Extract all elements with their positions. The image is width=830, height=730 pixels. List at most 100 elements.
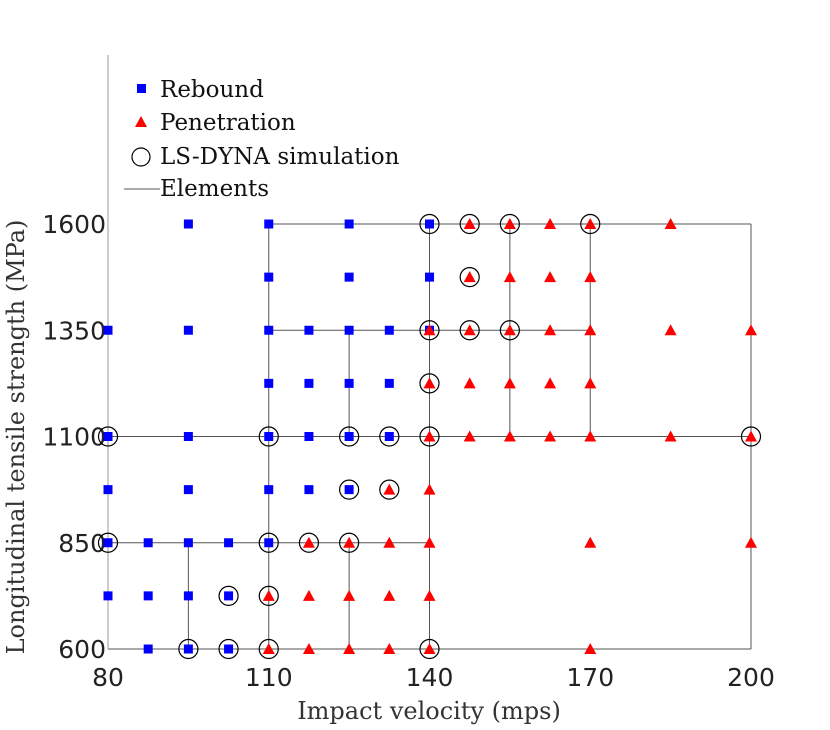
simulation-point [459,213,480,235]
rebound-point [143,644,153,654]
rebound-point [344,219,354,229]
penetration-point [423,589,436,601]
penetration-point [463,377,476,389]
y-axis-label: Longitudinal tensile strength (MPa) [2,220,30,655]
x-tick-label: 80 [92,663,124,692]
rebound-point [224,538,234,548]
penetration-series [262,218,757,654]
simulation-point [379,426,400,447]
rebound-point [264,219,274,229]
x-axis-label: Impact velocity (mps) [297,697,561,725]
simulation-point [339,532,360,553]
rebound-point [183,325,193,335]
penetration-point [544,271,557,283]
rebound-point [344,485,354,495]
y-tick-label: 1100 [42,423,106,452]
penetration-point [544,377,557,389]
rebound-point [183,485,193,495]
penetration-point [343,643,356,654]
legend-simulation-label: LS-DYNA simulation [160,144,400,170]
simulation-point [339,426,360,447]
x-axis-ticks: 80 110 140 170 200 [92,663,775,692]
penetration-point [262,643,275,654]
simulation-point [499,320,520,341]
simulation-point [419,638,440,660]
penetration-point [544,324,557,336]
penetration-point [584,324,597,336]
rebound-point [264,272,274,282]
legend-rebound-marker [137,84,146,93]
rebound-point [384,378,394,388]
penetration-point [584,643,597,654]
rebound-point [344,432,354,441]
penetration-point [584,377,597,389]
rebound-point [425,219,434,229]
simulation-point [419,320,440,341]
simulation-point [218,585,239,606]
penetration-point [503,430,516,442]
penetration-point [745,536,757,548]
rebound-point [103,432,113,441]
penetration-point [584,536,597,548]
rebound-point [183,591,193,601]
rebound-point [344,325,354,335]
penetration-point [503,377,516,389]
rebound-point [183,644,193,654]
penetration-point [745,324,757,336]
legend-elements-label: Elements [160,176,269,202]
rebound-point [264,485,274,495]
penetration-point [503,324,516,336]
penetration-point [423,643,436,654]
penetration-point [503,271,516,283]
rebound-point [304,378,314,388]
simulation-point [258,426,279,447]
penetration-point [383,536,396,548]
penetration-point [262,589,275,601]
penetration-point [544,430,557,442]
penetration-point [664,218,677,229]
penetration-point [383,483,396,495]
penetration-point [544,218,557,229]
penetration-point [463,430,476,442]
penetration-point [423,324,436,336]
simulation-point [258,585,279,606]
rebound-point [103,591,113,601]
penetration-point [423,377,436,389]
simulation-series [97,213,762,660]
rebound-point [384,325,394,335]
rebound-point [304,485,314,495]
simulation-point [339,479,360,500]
simulation-point [178,638,199,660]
rebound-point [183,538,193,548]
simulation-point [97,426,119,447]
rebound-point [264,378,274,388]
penetration-point [463,218,476,229]
penetration-point [584,271,597,283]
x-tick-label: 110 [245,663,293,692]
penetration-point [463,324,476,336]
rebound-point [183,219,193,229]
simulation-point [258,532,279,553]
legend-penetration-label: Penetration [160,110,296,136]
x-tick-label: 200 [727,663,775,692]
rebound-point [143,538,153,548]
penetration-point [584,218,597,229]
penetration-point [503,218,516,229]
penetration-point [664,430,677,442]
penetration-point [302,536,315,548]
legend: Rebound Penetration LS-DYNA simulation E… [124,77,400,202]
rebound-series [103,219,434,654]
simulation-point [419,373,440,394]
y-tick-label: 1600 [42,210,106,239]
rebound-point [304,325,314,335]
simulation-point [499,213,520,235]
legend-penetration-marker [135,116,147,127]
rebound-point [264,538,274,548]
rebound-point [183,432,193,441]
legend-rebound-label: Rebound [160,77,264,103]
penetration-point [302,589,315,601]
rebound-point [103,538,113,548]
rebound-point [264,432,274,441]
simulation-point [258,638,279,660]
penetration-point [343,536,356,548]
